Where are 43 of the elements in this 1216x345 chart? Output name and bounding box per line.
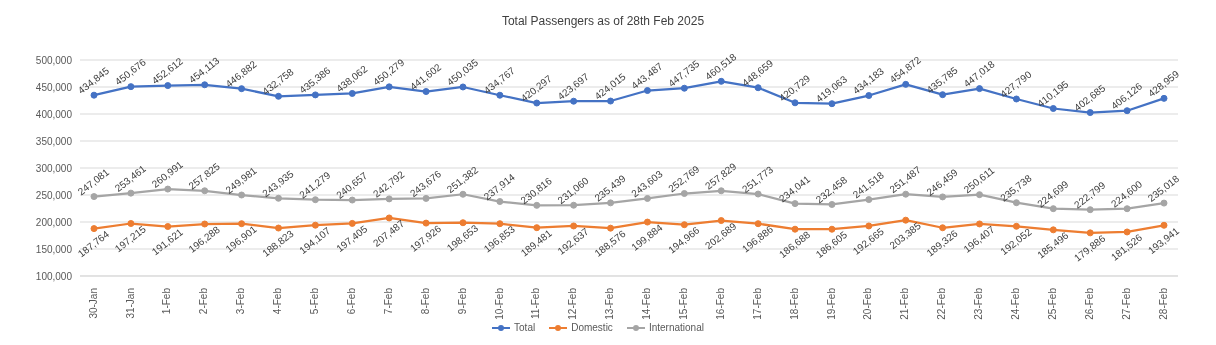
x-tick-label: 12-Feb xyxy=(567,287,579,320)
x-tick-label: 21-Feb xyxy=(899,287,911,320)
x-tick-label: 22-Feb xyxy=(936,287,948,320)
x-tick-label: 25-Feb xyxy=(1046,287,1058,320)
x-tick-label: 23-Feb xyxy=(973,287,985,320)
x-tick-label: 28-Feb xyxy=(1157,287,1169,320)
y-tick-label: 500,000 xyxy=(35,54,73,66)
x-tick-label: 17-Feb xyxy=(751,287,763,320)
legend-label: International xyxy=(647,322,704,333)
x-tick-label: 31-Jan xyxy=(124,288,136,319)
x-tick-label: 30-Jan xyxy=(87,288,99,319)
x-tick-label: 11-Feb xyxy=(530,287,542,319)
x-tick-label: 7-Feb xyxy=(382,287,394,315)
x-tick-label: 16-Feb xyxy=(714,287,726,320)
x-tick-label: 2-Feb xyxy=(198,287,210,315)
y-tick-label: 350,000 xyxy=(35,135,73,147)
y-tick-label: 100,000 xyxy=(35,270,73,282)
y-tick-label: 250,000 xyxy=(35,189,73,201)
x-tick-label: 10-Feb xyxy=(493,287,505,320)
x-tick-label: 24-Feb xyxy=(1010,287,1022,320)
y-tick-label: 300,000 xyxy=(35,162,73,174)
y-tick-label: 400,000 xyxy=(35,108,73,120)
chart-title: Total Passengers as of 28th Feb 2025 xyxy=(500,13,706,30)
x-tick-label: 6-Feb xyxy=(345,287,357,315)
x-tick-label: 27-Feb xyxy=(1120,287,1132,320)
y-tick-label: 200,000 xyxy=(35,216,73,228)
x-tick-label: 19-Feb xyxy=(825,287,837,320)
x-tick-label: 20-Feb xyxy=(862,287,874,320)
legend-label: Total xyxy=(513,322,536,333)
legend-label: Domestic xyxy=(570,322,613,333)
x-tick-label: 13-Feb xyxy=(604,287,616,320)
y-tick-label: 150,000 xyxy=(35,243,73,255)
x-tick-label: 15-Feb xyxy=(677,287,689,320)
x-tick-label: 3-Feb xyxy=(235,287,247,315)
x-tick-label: 18-Feb xyxy=(788,287,800,320)
x-tick-label: 4-Feb xyxy=(272,287,284,315)
x-tick-label: 1-Feb xyxy=(161,287,173,315)
x-tick-label: 26-Feb xyxy=(1083,287,1095,320)
x-tick-label: 9-Feb xyxy=(456,287,468,315)
y-tick-label: 450,000 xyxy=(35,81,73,93)
x-tick-label: 5-Feb xyxy=(309,287,321,315)
x-tick-label: 14-Feb xyxy=(641,287,653,320)
x-tick-label: 8-Feb xyxy=(419,287,431,315)
